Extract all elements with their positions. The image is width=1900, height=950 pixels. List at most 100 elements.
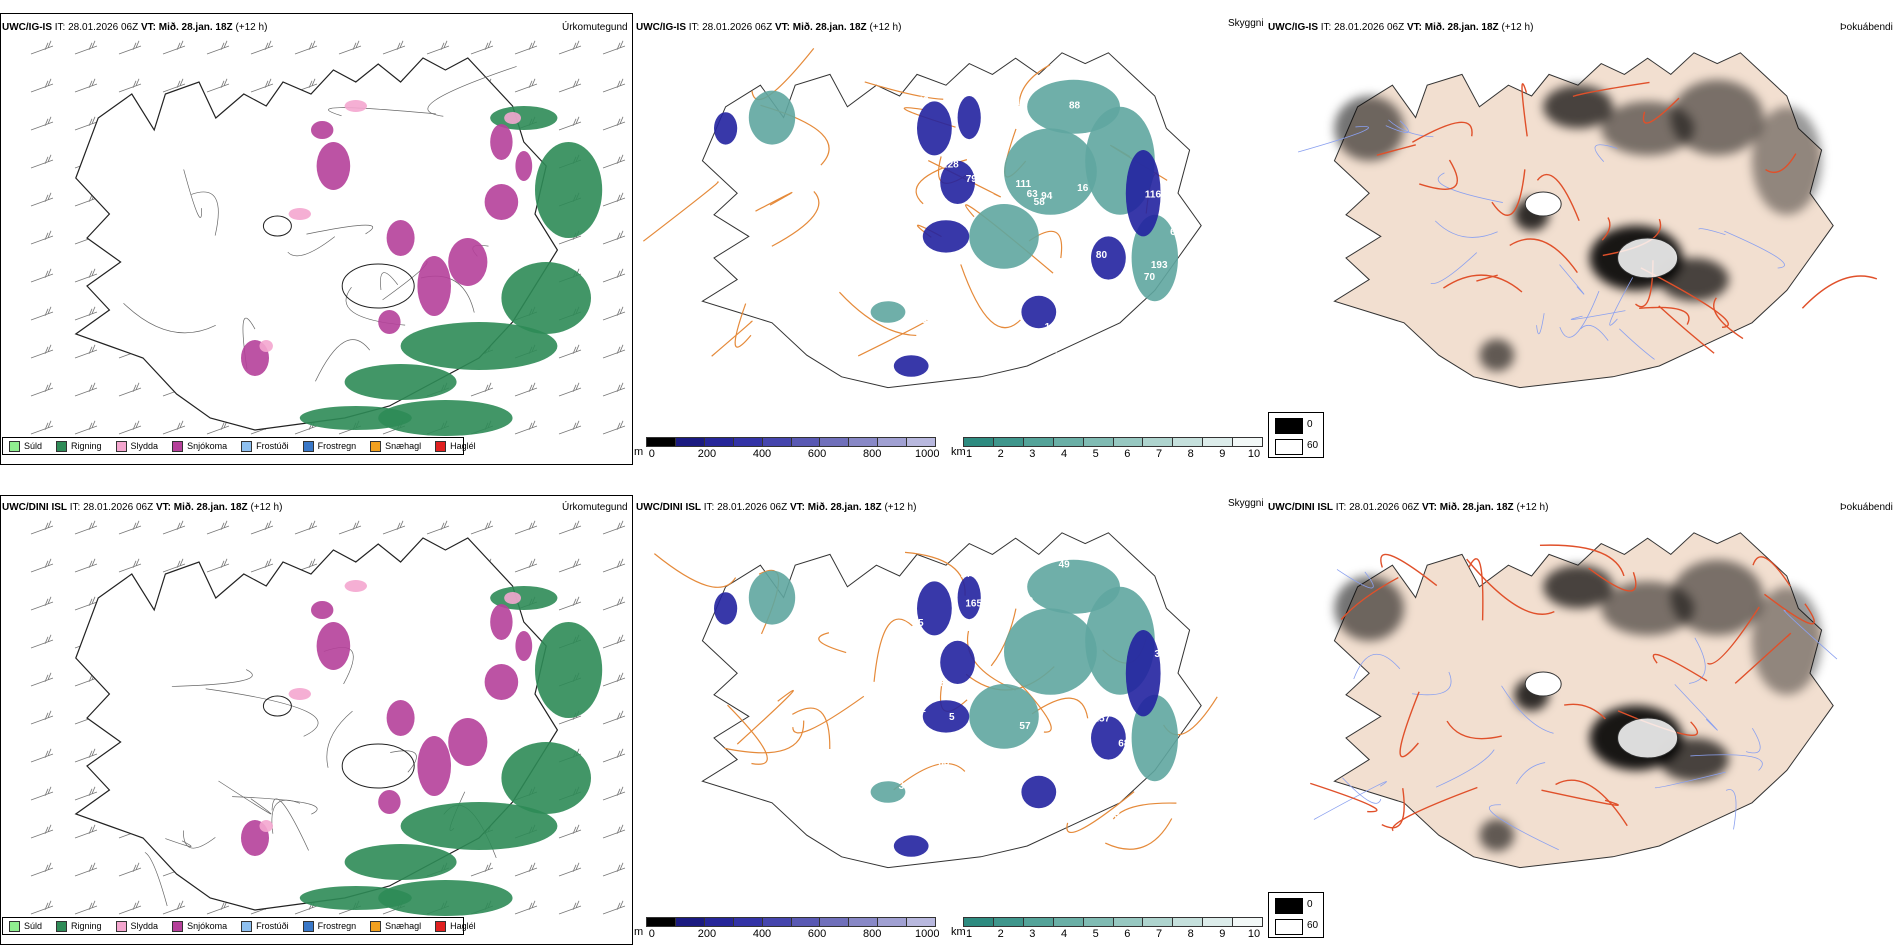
legend-label: Slydda: [130, 921, 159, 931]
river-line: [1698, 228, 1726, 236]
road-line: [1536, 174, 1580, 222]
road-line: [182, 830, 216, 849]
cloud-base-label: 101: [897, 239, 914, 250]
scale-tick: 800: [863, 928, 882, 940]
road-line: [1707, 606, 1760, 665]
vis-scale-1: 1 2 3 4 5 6 7 8 9 10 km: [951, 437, 1263, 460]
legend-swatch: [56, 920, 68, 932]
precip-legend-1: Súld Rigning Slydda Snjókoma Frostúði Frostre…: [2, 437, 476, 455]
scale-tick: 9: [1219, 928, 1226, 940]
road-line: [734, 303, 752, 348]
road-line: [1391, 786, 1478, 832]
river-line: [1437, 172, 1503, 203]
fog-patch: [1543, 565, 1613, 609]
snow-area-patch: [515, 151, 533, 181]
wind-barb: [206, 900, 230, 915]
cloud-base-label: 77: [1032, 267, 1044, 278]
scale-tick: 600: [807, 928, 827, 940]
fog-map-2: [1310, 532, 1838, 869]
visibility-area-patch: [1131, 214, 1178, 302]
cloud-base-area-patch: [714, 592, 738, 625]
glacier: [1617, 717, 1679, 759]
scale-tick: 1000: [915, 928, 940, 940]
river-line: [1559, 290, 1600, 338]
road-line: [1713, 297, 1744, 340]
vt-label: VT:: [1421, 502, 1437, 513]
wind-barb: [74, 748, 98, 763]
road-line: [191, 191, 219, 236]
legend-swatch: [302, 440, 314, 452]
scale-tick: 10: [1247, 928, 1261, 940]
fog-panel-1-header: UWC/IG-IS IT: 28.01.2026 06Z VT: Mið. 28…: [1268, 22, 1533, 33]
precip-map-1: [30, 40, 626, 436]
road-line: [306, 224, 374, 235]
scale-tick: 6: [1124, 448, 1131, 460]
legend-item: Súld: [9, 440, 42, 452]
sleet-area-patch: [259, 340, 273, 352]
cloud-base-label: 35: [912, 618, 924, 629]
fog-patch: [1479, 339, 1515, 372]
wind-barb: [30, 786, 54, 801]
road-line: [960, 264, 1021, 329]
scale-cell: [1173, 918, 1204, 926]
legend-item: Súld: [9, 920, 42, 932]
cloud-base-label: 109: [1017, 596, 1034, 607]
wind-barb: [162, 900, 186, 915]
fog-legend-swatch: [1275, 898, 1303, 914]
legend-label: Snæhagl: [385, 441, 422, 451]
scale-tick: 0: [648, 928, 655, 940]
wind-barb: [558, 344, 582, 359]
fog-panel-2-header: UWC/DINI ISL IT: 28.01.2026 06Z VT: Mið.…: [1268, 502, 1548, 513]
wind-barb: [558, 116, 582, 131]
cloud-base-label: 88: [1069, 101, 1081, 112]
sleet-area-patch: [344, 580, 367, 592]
wind-barb: [30, 420, 54, 435]
cloud-base-area-patch: [940, 160, 975, 204]
river-line: [1559, 264, 1585, 295]
legend-item: Frostúði: [241, 440, 289, 452]
scale-tick: 200: [697, 448, 717, 460]
road-line: [1639, 306, 1690, 325]
legend-label: Frostúði: [256, 921, 289, 931]
wind-barb: [602, 344, 626, 359]
height-scale-cells: [646, 437, 936, 447]
model-name: UWC/IG-IS: [2, 22, 52, 33]
wind-barb: [30, 154, 54, 169]
snow-area-patch: [490, 124, 513, 160]
it-value: 28.01.2026 06Z: [83, 502, 154, 513]
wind-barb: [602, 268, 626, 283]
wind-barb: [118, 78, 142, 93]
cloud-map-1: 88 22 63 35 69 71 80 79 103 142 128 101 111 135 94 42 57…: [642, 47, 1202, 389]
it-value: 28.01.2026 06Z: [1334, 22, 1405, 33]
wind-barb: [162, 558, 186, 573]
scale-tick: 3: [1029, 448, 1036, 460]
cloud-base-label: 103: [910, 315, 927, 326]
road-line: [893, 763, 966, 791]
road-line: [873, 618, 913, 682]
fog-legend-label: 0: [1307, 419, 1313, 430]
road-line: [205, 688, 319, 737]
snow-area-patch: [515, 631, 533, 661]
fog-patch: [1479, 819, 1515, 852]
snow-area-patch: [386, 700, 415, 736]
wind-barb: [602, 116, 626, 131]
wind-barb: [602, 230, 626, 245]
scale-cell: [1113, 918, 1144, 926]
legend-swatch: [370, 440, 382, 452]
river-line: [1690, 754, 1763, 771]
wind-barb: [602, 786, 626, 801]
river-line: [1689, 637, 1706, 684]
height-scale-unit: m: [634, 446, 644, 458]
snow-area-patch: [448, 718, 488, 766]
rain-area-patch: [490, 586, 558, 610]
fog-patch: [1334, 576, 1404, 641]
wind-barb: [250, 558, 274, 573]
visibility-area-patch: [870, 301, 906, 323]
scale-cell: [733, 438, 763, 446]
wind-barb: [30, 344, 54, 359]
road-line: [755, 192, 793, 212]
scale-cell: [1203, 438, 1234, 446]
wind-barb: [30, 824, 54, 839]
rain-area-patch: [501, 742, 591, 814]
road-line: [1652, 653, 1708, 682]
